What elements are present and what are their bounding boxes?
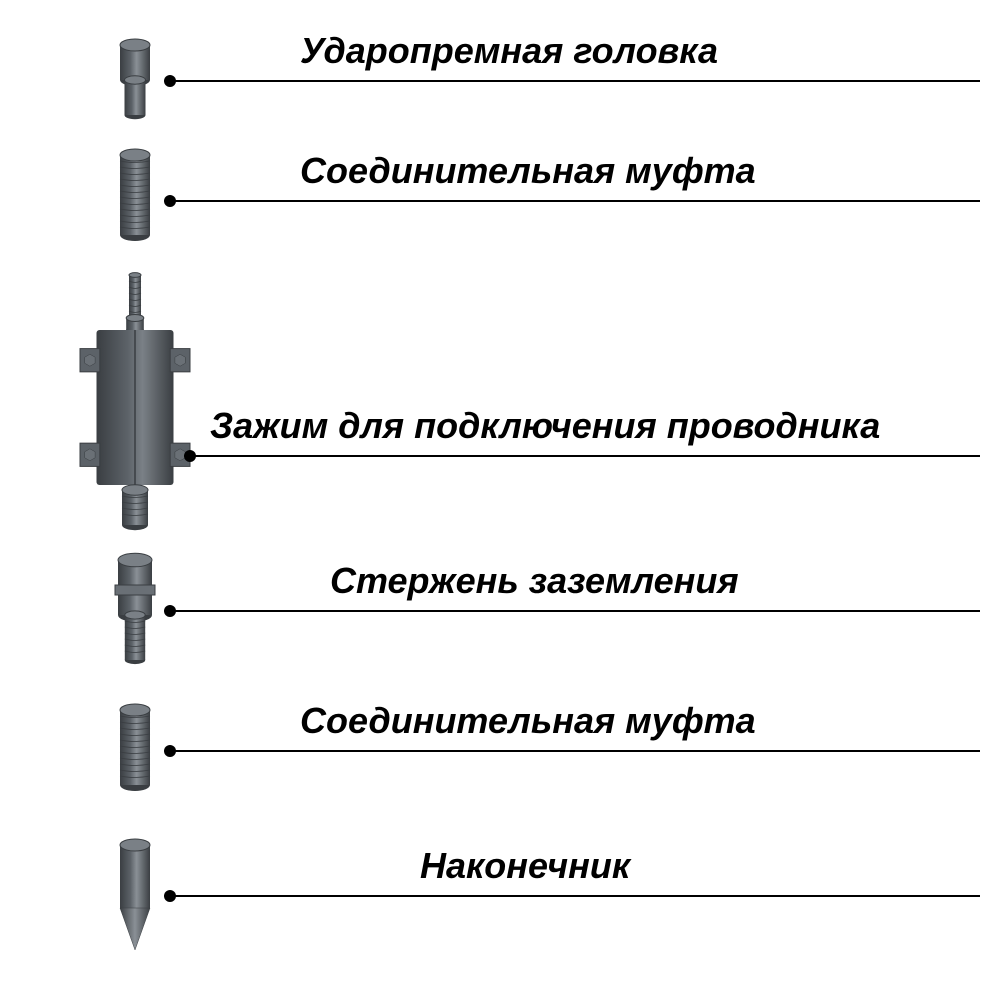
leader-line-2 (190, 455, 980, 457)
label-4: Соединительная муфта (300, 700, 756, 742)
label-5: Наконечник (420, 845, 630, 887)
leader-line-5 (170, 895, 980, 897)
leader-line-4 (170, 750, 980, 752)
leader-dot-2 (184, 450, 196, 462)
leader-line-3 (170, 610, 980, 612)
leader-dot-3 (164, 605, 176, 617)
diagram-container: Ударопремная головка Соединительная муфта… (0, 0, 1000, 1000)
label-2: Зажим для подключения проводника (210, 405, 880, 447)
label-3: Стержень заземления (330, 560, 739, 602)
leader-dot-0 (164, 75, 176, 87)
leader-dot-1 (164, 195, 176, 207)
label-1: Соединительная муфта (300, 150, 756, 192)
leader-dot-5 (164, 890, 176, 902)
leader-line-1 (170, 200, 980, 202)
leader-line-0 (170, 80, 980, 82)
label-0: Ударопремная головка (300, 30, 718, 72)
leader-dot-4 (164, 745, 176, 757)
